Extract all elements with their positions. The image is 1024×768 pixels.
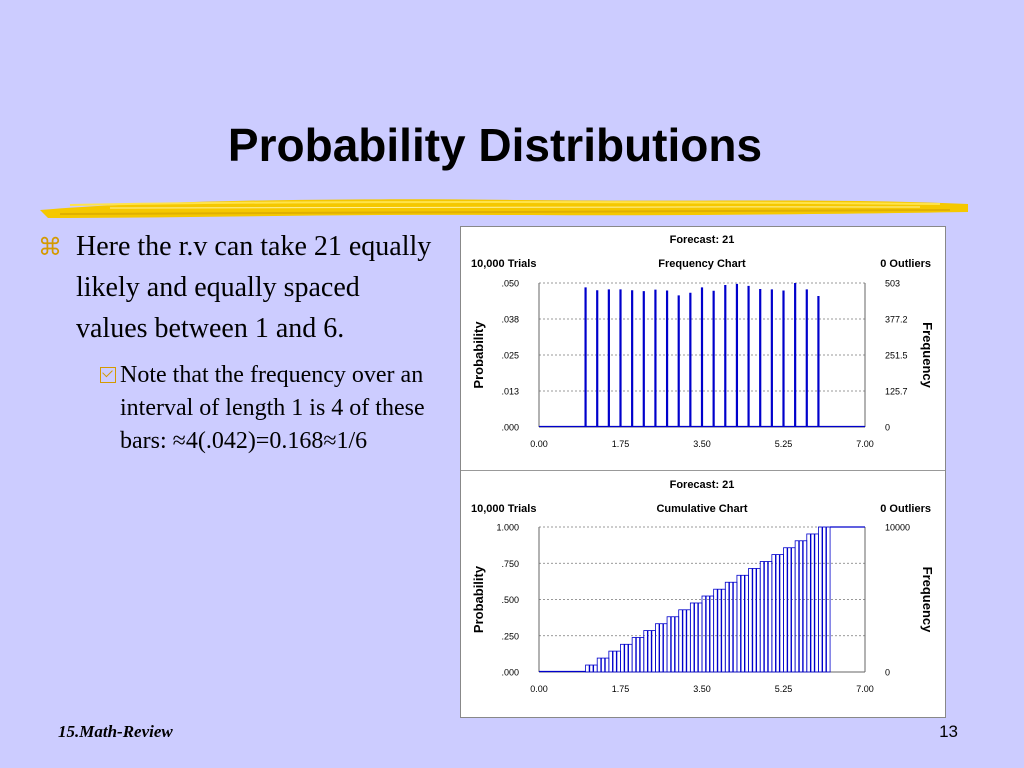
chart-y2-tick-label: 0 bbox=[885, 423, 890, 433]
chart-bar bbox=[596, 657, 610, 673]
chart-ylabel: Probability bbox=[471, 565, 486, 633]
chart-bar bbox=[585, 664, 598, 673]
chart-y2-tick-label: 377.2 bbox=[885, 315, 908, 325]
chart-x-tick-label: 0.00 bbox=[530, 439, 548, 449]
page-number: 13 bbox=[939, 722, 958, 741]
highlighter-stroke bbox=[40, 199, 968, 218]
chart-bar bbox=[666, 616, 680, 673]
chart-y-tick-label: .000 bbox=[501, 668, 519, 678]
chart-ylabel: Probability bbox=[471, 321, 486, 389]
chart-y2-tick-label: 251.5 bbox=[885, 351, 908, 361]
bullet-sub-text: Note that the frequency over an interval… bbox=[120, 362, 425, 454]
chart-x-tick-label: 0.00 bbox=[530, 684, 548, 694]
chart-bar bbox=[794, 540, 808, 673]
chart-bar bbox=[806, 533, 819, 673]
bullet-main-text: Here the r.v can take 21 equally likely … bbox=[76, 231, 432, 344]
bullet-main: ⌘ Here the r.v can take 21 equally likel… bbox=[38, 226, 438, 349]
chart-bar bbox=[608, 650, 621, 673]
chart-svg: Forecast: 21 10,000 Trials Frequency Chart… bbox=[471, 234, 935, 694]
chart-y2label: Frequency bbox=[920, 322, 935, 389]
chart-y-tick-label: .050 bbox=[501, 279, 519, 289]
chart-panel: Forecast: 21 10,000 Trials Frequency Chart… bbox=[460, 226, 946, 718]
chart-outliers-label: 0 Outliers bbox=[880, 503, 931, 515]
chart-bar bbox=[771, 554, 784, 673]
checkbox-icon bbox=[100, 367, 116, 383]
chart-y2-tick-label: 10000 bbox=[885, 523, 910, 533]
chart-x-tick-label: 7.00 bbox=[856, 684, 874, 694]
chart-y-tick-label: .013 bbox=[501, 387, 519, 397]
chart-bar bbox=[689, 602, 703, 673]
chart-x-tick-label: 1.75 bbox=[612, 684, 630, 694]
chart-forecast-label: Forecast: 21 bbox=[670, 234, 735, 246]
chart-y2-tick-label: 0 bbox=[885, 668, 890, 678]
chart-y-tick-label: .038 bbox=[501, 315, 519, 325]
chart-title: Cumulative Chart bbox=[656, 503, 747, 515]
chart-bar bbox=[759, 561, 773, 673]
chart-y-tick-label: .250 bbox=[501, 631, 519, 641]
chart-trials-label: 10,000 Trials bbox=[471, 503, 536, 515]
chart-y-tick-label: .000 bbox=[501, 423, 519, 433]
chart-title: Frequency Chart bbox=[658, 258, 746, 270]
slide-title: Probability Distributions bbox=[227, 119, 763, 171]
chart-outliers-label: 0 Outliers bbox=[880, 258, 931, 270]
chart-x-tick-label: 5.25 bbox=[775, 439, 793, 449]
bullet-list: ⌘ Here the r.v can take 21 equally likel… bbox=[38, 226, 438, 458]
chart-bar bbox=[713, 588, 726, 673]
chart-trials-label: 10,000 Trials bbox=[471, 258, 536, 270]
chart-bar bbox=[748, 568, 761, 673]
bullet-sub: Note that the frequency over an interval… bbox=[38, 359, 438, 458]
chart-y2-tick-label: 503 bbox=[885, 279, 900, 289]
chart-x-tick-label: 3.50 bbox=[693, 439, 711, 449]
chart-y-tick-label: .750 bbox=[501, 559, 519, 569]
footer-label: 15.Math-Review bbox=[58, 722, 173, 741]
chart-x-tick-label: 3.50 bbox=[693, 684, 711, 694]
chart-bar bbox=[736, 574, 749, 673]
chart-y-tick-label: .500 bbox=[501, 595, 519, 605]
chart-bar bbox=[783, 547, 796, 673]
chart-bar bbox=[631, 637, 645, 673]
chart-bar bbox=[818, 526, 831, 673]
chart-y-tick-label: .025 bbox=[501, 351, 519, 361]
chart-x-tick-label: 7.00 bbox=[856, 439, 874, 449]
chart-x-tick-label: 5.25 bbox=[775, 684, 793, 694]
chart-divider bbox=[461, 470, 945, 471]
chart-bar bbox=[643, 630, 656, 673]
chart-bar bbox=[655, 623, 668, 673]
chart-forecast-label: Forecast: 21 bbox=[670, 479, 735, 491]
chart-y-tick-label: 1.000 bbox=[496, 523, 519, 533]
chart-bar bbox=[678, 609, 691, 673]
chart-y2-tick-label: 125.7 bbox=[885, 387, 908, 397]
chart-bar bbox=[701, 595, 715, 673]
chart-x-tick-label: 1.75 bbox=[612, 439, 630, 449]
chart-bar bbox=[724, 581, 738, 673]
chart-bar bbox=[620, 643, 633, 673]
chart-y2label: Frequency bbox=[920, 567, 935, 634]
command-key-icon: ⌘ bbox=[38, 235, 62, 261]
